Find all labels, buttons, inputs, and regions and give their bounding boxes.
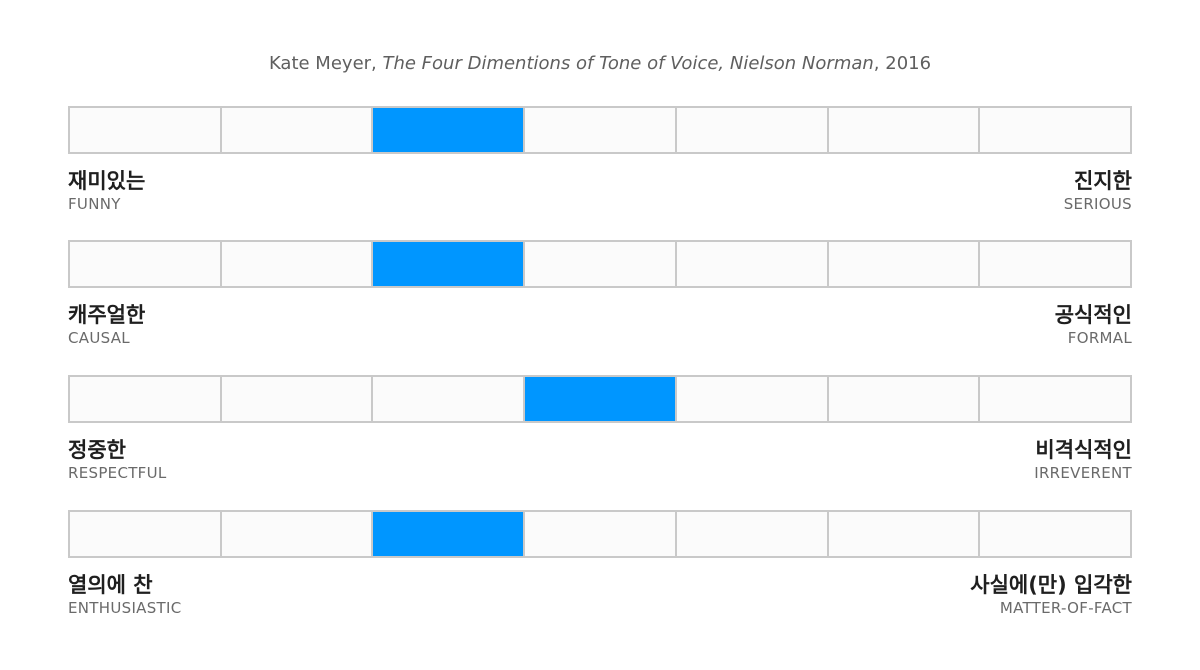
- scale-cell: [826, 240, 981, 288]
- right-pole: 비격식적인 IRREVERENT: [1034, 437, 1132, 483]
- scale-labels: 재미있는 FUNNY 진지한 SERIOUS: [68, 154, 1132, 214]
- scale-cell: [978, 106, 1133, 154]
- scale-cell: [523, 106, 677, 154]
- citation-publisher: Nielson Norman: [729, 53, 874, 74]
- scale-cell: [219, 510, 374, 558]
- right-pole-english-label: FORMAL: [1067, 329, 1132, 347]
- scale-cell: [219, 106, 374, 154]
- left-pole-korean-label: 열의에 찬: [68, 573, 153, 597]
- scale-cell: [68, 375, 222, 423]
- right-pole-korean-label: 공식적인: [1054, 303, 1132, 327]
- left-pole-korean-label: 캐주얼한: [68, 303, 146, 327]
- scale-cell: [523, 240, 677, 288]
- tone-scale: [68, 510, 1133, 558]
- dimension-enthusiastic-matter-of-fact: 열의에 찬 ENTHUSIASTIC 사실에(만) 입각한 MATTER-OF-…: [68, 510, 1133, 618]
- scale-labels: 정중한 RESPECTFUL 비격식적인 IRREVERENT: [68, 423, 1132, 483]
- scale-cell: [978, 375, 1133, 423]
- citation-work-title: The Four Dimentions of Tone of Voice: [382, 53, 719, 74]
- right-pole-english-label: IRREVERENT: [1034, 464, 1132, 482]
- scale-cell: [826, 106, 981, 154]
- scale-cell: [826, 510, 981, 558]
- scale-cell: [523, 510, 677, 558]
- scale-cell: [674, 240, 829, 288]
- left-pole-english-label: RESPECTFUL: [68, 464, 167, 482]
- left-pole: 정중한 RESPECTFUL: [68, 437, 167, 483]
- scale-cell: [826, 375, 981, 423]
- scale-cell: [219, 240, 374, 288]
- left-pole: 캐주얼한 CAUSAL: [68, 302, 145, 348]
- right-pole-english-label: MATTER-OF-FACT: [999, 599, 1132, 617]
- scale-cell-selected: [371, 510, 526, 558]
- scale-cell-selected: [523, 375, 677, 423]
- citation-author: Kate Meyer,: [268, 53, 383, 74]
- scale-cell: [371, 375, 526, 423]
- scale-labels: 캐주얼한 CAUSAL 공식적인 FORMAL: [68, 288, 1132, 348]
- scale-cell: [674, 510, 829, 558]
- right-pole-korean-label: 비격식적인: [1035, 438, 1132, 462]
- left-pole: 재미있는 FUNNY: [68, 168, 145, 214]
- tone-scale: [68, 240, 1133, 288]
- dimension-funny-serious: 재미있는 FUNNY 진지한 SERIOUS: [68, 106, 1133, 214]
- right-pole: 사실에(만) 입각한 MATTER-OF-FACT: [970, 572, 1132, 618]
- citation-separator: ,: [718, 53, 730, 74]
- right-pole: 공식적인 FORMAL: [1055, 302, 1132, 348]
- tone-scale: [68, 375, 1133, 423]
- left-pole-korean-label: 재미있는: [68, 169, 146, 193]
- scale-cell: [68, 240, 222, 288]
- scale-cell: [674, 106, 829, 154]
- scale-labels: 열의에 찬 ENTHUSIASTIC 사실에(만) 입각한 MATTER-OF-…: [68, 558, 1132, 618]
- citation-year: , 2016: [873, 53, 932, 74]
- scale-cell-selected: [371, 106, 526, 154]
- scale-cell: [219, 375, 374, 423]
- right-pole-english-label: SERIOUS: [1063, 195, 1132, 213]
- right-pole: 진지한 SERIOUS: [1064, 168, 1132, 214]
- left-pole: 열의에 찬 ENTHUSIASTIC: [68, 572, 182, 618]
- scale-cell: [978, 510, 1133, 558]
- source-citation: Kate Meyer, The Four Dimentions of Tone …: [0, 52, 1200, 76]
- right-pole-korean-label: 사실에(만) 입각한: [970, 573, 1132, 597]
- dimension-casual-formal: 캐주얼한 CAUSAL 공식적인 FORMAL: [68, 240, 1133, 348]
- scale-cell: [68, 106, 222, 154]
- tone-scale: [68, 106, 1133, 154]
- left-pole-english-label: CAUSAL: [68, 329, 130, 347]
- right-pole-korean-label: 진지한: [1074, 169, 1132, 193]
- scale-cell-selected: [371, 240, 526, 288]
- left-pole-english-label: ENTHUSIASTIC: [68, 599, 182, 617]
- left-pole-english-label: FUNNY: [68, 195, 121, 213]
- scale-cell: [68, 510, 222, 558]
- dimension-respectful-irreverent: 정중한 RESPECTFUL 비격식적인 IRREVERENT: [68, 375, 1133, 483]
- left-pole-korean-label: 정중한: [68, 438, 126, 462]
- scale-cell: [674, 375, 829, 423]
- scale-cell: [978, 240, 1133, 288]
